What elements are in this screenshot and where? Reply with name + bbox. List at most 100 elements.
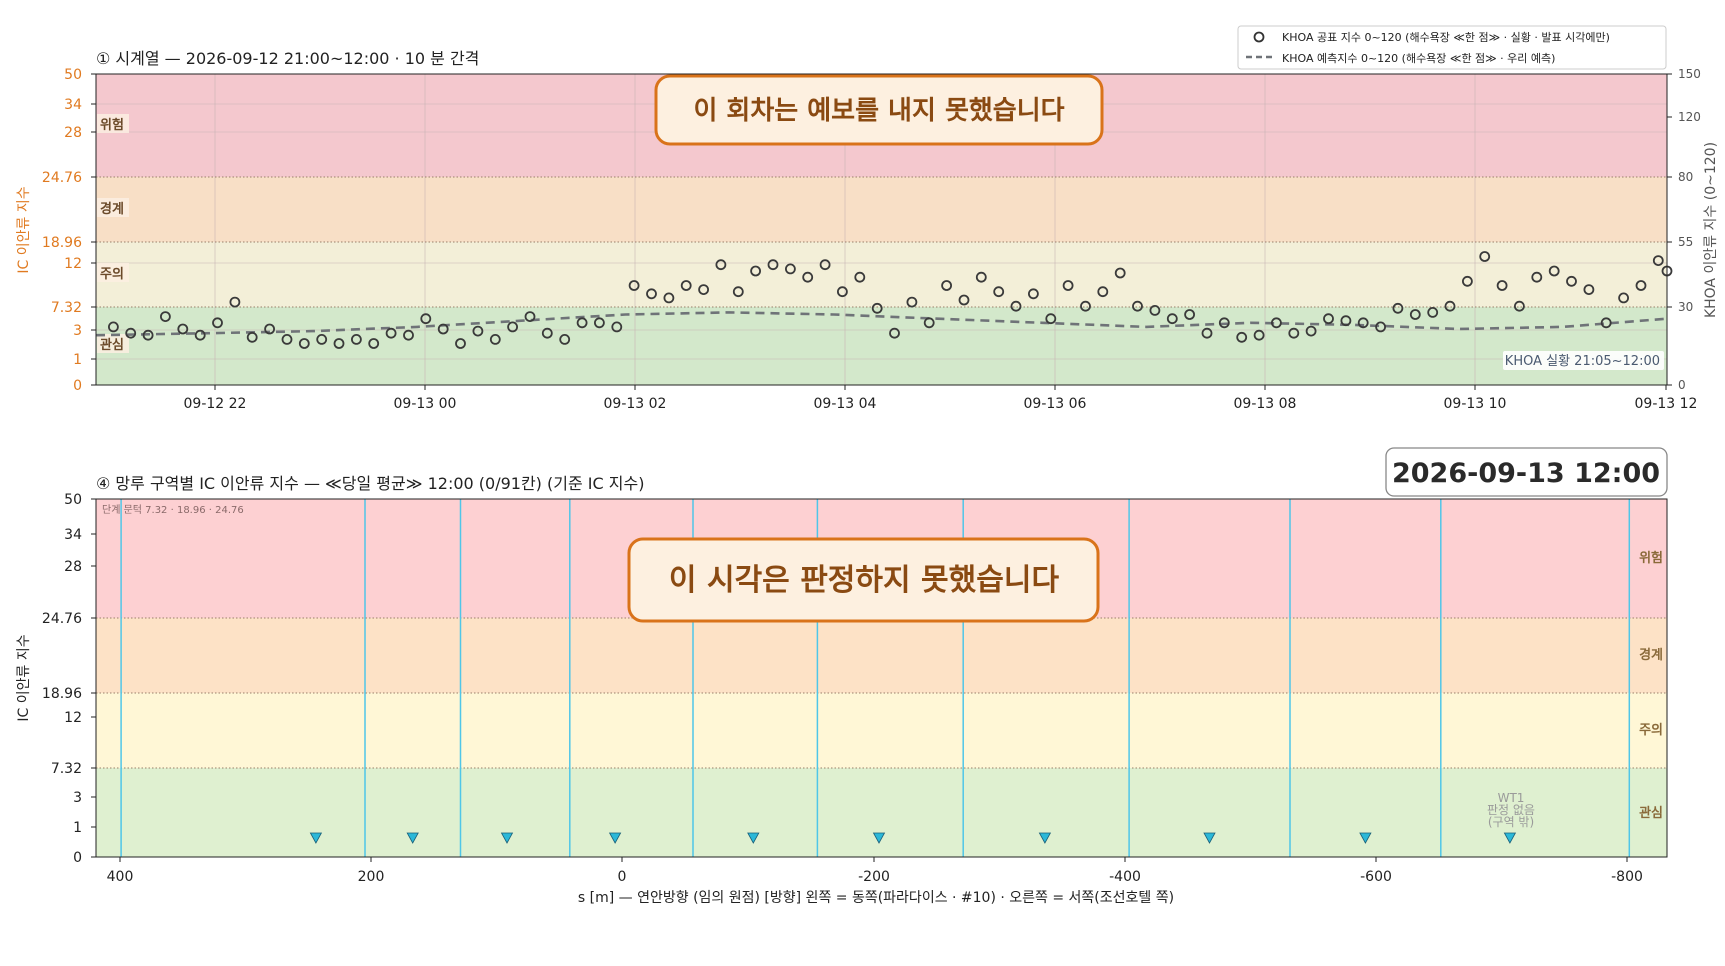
- khoa-point: [1618, 292, 1629, 304]
- x2-tick-200: 200: [358, 869, 385, 885]
- khoa-point: [1097, 286, 1109, 298]
- zone2-label-caution: 주의: [1639, 722, 1663, 738]
- zone2-caution: [96, 693, 1667, 768]
- right-tick-120: 120: [1678, 110, 1701, 124]
- khoa-point: [871, 302, 883, 314]
- tower-marker: [608, 832, 622, 844]
- chart1-right-axis: 0 30 55 80 120 150: [1678, 67, 1701, 392]
- khoa-point: [1496, 280, 1508, 291]
- zone-caution: [96, 242, 1667, 307]
- khoa-point: [1479, 251, 1491, 262]
- x-tick-0913-00: 09-13 00: [394, 396, 457, 412]
- chart2-y-axis-label: IC 이안류 지수: [16, 634, 32, 721]
- khoa-point: [125, 327, 137, 339]
- chart2-threshold-note: 단계 문턱 7.32 · 18.96 · 24.76: [102, 504, 244, 516]
- khoa-point: [368, 338, 380, 349]
- khoa-point: [906, 296, 918, 308]
- chart1-right-axis-label: KHOA 이안류 지수 (0~120): [1703, 142, 1719, 318]
- legend-entry-forecast: KHOA 예측지수 0~120 (해수욕장 ≪한 점≫ · 우리 예측): [1282, 51, 1555, 65]
- khoa-point: [767, 259, 779, 271]
- y2-tick-12: 12: [64, 710, 82, 726]
- tower-marker: [500, 832, 514, 844]
- chart1-threshold-lines: [96, 176, 1667, 308]
- y2-tick-3: 3: [73, 790, 82, 806]
- khoa-point: [646, 288, 657, 300]
- khoa-point: [1375, 321, 1386, 333]
- tower-marker: [309, 832, 323, 844]
- chart1-x-tickmarks: [214, 385, 1667, 390]
- chart1-left-axis-label: IC 이안류 지수: [16, 186, 32, 273]
- khoa-point: [715, 259, 727, 271]
- y2-tick-1896: 18.96: [42, 686, 82, 702]
- zone2-interest: [96, 768, 1667, 857]
- khoa-point: [316, 333, 328, 345]
- left-tick-34: 34: [64, 97, 82, 113]
- chart2-threshold-lines: [96, 617, 1667, 769]
- wt1-annotation: WT1 판정 없음 (구역 밖): [1487, 791, 1535, 829]
- chart1-banner: 이 회차는 예보를 내지 못했습니다: [654, 74, 1104, 146]
- chart2-x-axis: 400 200 0 -200 -400 -600 -800: [107, 869, 1643, 885]
- chart1-left-axis: 0 1 3 7.32 12 18.96 24.76 28 34 50: [42, 67, 82, 394]
- khoa-point: [437, 323, 449, 335]
- left-tick-0: 0: [73, 378, 82, 394]
- chart2-banner-text: 이 시각은 판정하지 못했습니다: [669, 563, 1060, 598]
- x2-tick-m200: -200: [858, 869, 890, 885]
- khoa-point: [680, 280, 692, 291]
- chart1-frame: [95, 73, 1668, 386]
- y2-tick-0: 0: [73, 850, 82, 866]
- khoa-point: [1514, 300, 1525, 312]
- khoa-point: [628, 280, 640, 291]
- khoa-point: [1201, 327, 1213, 339]
- khoa-point: [1566, 275, 1577, 287]
- tower-marker: [1503, 832, 1517, 844]
- x2-tick-m400: -400: [1109, 869, 1141, 885]
- chart1-badge-text: KHOA 실황 21:05~12:00: [1505, 354, 1660, 369]
- khoa-point: [472, 325, 484, 337]
- y2-tick-50: 50: [64, 492, 82, 508]
- khoa-point: [923, 317, 935, 329]
- khoa-point: [889, 327, 900, 339]
- khoa-point: [403, 329, 414, 341]
- khoa-point: [1149, 304, 1161, 316]
- tower-marker: [1359, 832, 1372, 844]
- timeseries-chart: ① 시계열 — 2026-09-12 21:00~12:00 · 10 분 간격: [16, 25, 1719, 412]
- x-tick-0913-04: 09-13 04: [814, 396, 877, 412]
- zone-chart: ④ 망루 구역별 IC 이안류 지수 — ≪당일 평균≫ 12:00 (0/91…: [16, 447, 1668, 906]
- khoa-point: [1114, 267, 1126, 279]
- khoa-point: [1392, 302, 1404, 314]
- x2-tick-m600: -600: [1360, 869, 1392, 885]
- chart1-badge: KHOA 실황 21:05~12:00: [1503, 351, 1664, 370]
- zone-warning: [96, 177, 1667, 242]
- legend-entry-observed: KHOA 공표 지수 0~120 (해수욕장 ≪한 점≫ · 실황 · 발표 시…: [1282, 30, 1610, 44]
- zone2-warning: [96, 618, 1667, 693]
- khoa-point: [1271, 317, 1282, 329]
- khoa-point: [541, 327, 553, 339]
- khoa-point: [108, 321, 119, 333]
- x-tick-0913-12: 09-13 12: [1635, 396, 1698, 412]
- chart2-zone-labels: 위험 경계 주의 관심: [1639, 550, 1663, 821]
- khoa-point: [229, 296, 241, 308]
- tower-marker: [872, 832, 886, 844]
- khoa-point: [559, 333, 571, 345]
- chart2-timestamp-box: 2026-09-13 12:00: [1385, 447, 1668, 497]
- chart1-legend: KHOA 공표 지수 0~120 (해수욕장 ≪한 점≫ · 실황 · 발표 시…: [1237, 25, 1667, 70]
- khoa-point: [246, 331, 258, 343]
- khoa-point: [507, 321, 518, 333]
- left-tick-12: 12: [64, 256, 82, 272]
- khoa-point: [298, 338, 310, 349]
- chart1-right-tickmarks: [1667, 73, 1672, 386]
- left-tick-1: 1: [73, 352, 82, 368]
- khoa-point: [1253, 329, 1265, 341]
- chart2-x-tickmarks: [119, 857, 1628, 862]
- khoa-point: [455, 338, 466, 349]
- legend-circle-marker: [1253, 31, 1265, 43]
- chart1-title: ① 시계열 — 2026-09-12 21:00~12:00 · 10 분 간격: [96, 49, 479, 68]
- zone-interest: [96, 307, 1667, 385]
- khoa-observed-points: [108, 251, 1673, 349]
- chart1-zone-labels: 위험 경계 주의 관심: [97, 114, 129, 353]
- left-tick-732: 7.32: [51, 300, 82, 316]
- chart2-x-axis-label: s [m] — 연안방향 (임의 원점) [방향] 왼쪽 = 동쪽(파라다이스 …: [578, 890, 1174, 906]
- left-tick-1896: 18.96: [42, 235, 82, 251]
- khoa-point: [1357, 317, 1369, 329]
